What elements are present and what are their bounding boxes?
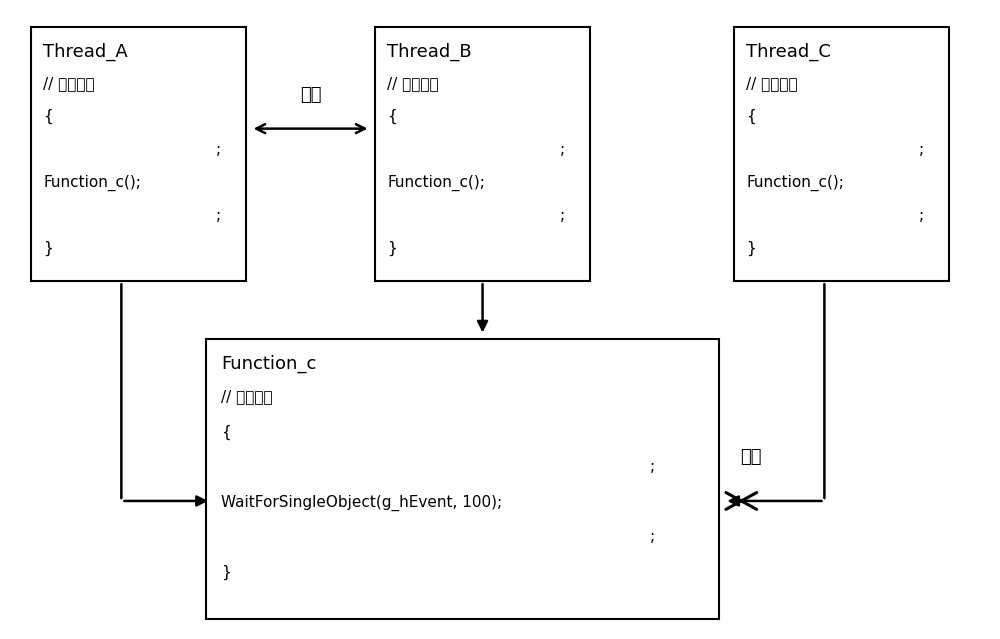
- Text: Function_c();: Function_c();: [43, 175, 141, 191]
- Text: Thread_B: Thread_B: [387, 43, 472, 61]
- Bar: [31, 27, 246, 281]
- Text: ;: ;: [650, 530, 655, 544]
- Text: {: {: [221, 424, 231, 440]
- Text: 调用: 调用: [741, 448, 762, 466]
- Text: {: {: [387, 109, 397, 124]
- Text: ;: ;: [560, 142, 565, 157]
- Text: ;: ;: [919, 208, 924, 223]
- Text: }: }: [746, 242, 756, 256]
- Text: // 线程内部: // 线程内部: [387, 76, 439, 91]
- Text: // 函数内部: // 函数内部: [221, 390, 272, 404]
- Text: ;: ;: [560, 208, 565, 223]
- Text: {: {: [746, 109, 756, 124]
- Bar: [734, 27, 949, 281]
- Text: ;: ;: [919, 142, 924, 157]
- Text: // 线程内部: // 线程内部: [746, 76, 798, 91]
- Text: Function_c();: Function_c();: [387, 175, 485, 191]
- Text: 互斥: 互斥: [300, 86, 321, 104]
- Text: ;: ;: [216, 208, 221, 223]
- Text: }: }: [221, 564, 231, 580]
- Text: {: {: [43, 109, 53, 124]
- Text: }: }: [43, 242, 53, 256]
- Text: ;: ;: [216, 142, 221, 157]
- Bar: [206, 339, 719, 619]
- Text: WaitForSingleObject(g_hEvent, 100);: WaitForSingleObject(g_hEvent, 100);: [221, 495, 502, 511]
- Text: Function_c();: Function_c();: [746, 175, 844, 191]
- Text: Thread_C: Thread_C: [746, 43, 831, 61]
- Text: Thread_A: Thread_A: [43, 43, 128, 61]
- Text: // 线程内部: // 线程内部: [43, 76, 95, 91]
- Text: }: }: [387, 242, 397, 256]
- Text: ;: ;: [650, 459, 655, 475]
- Text: Function_c: Function_c: [221, 355, 316, 373]
- Bar: [375, 27, 590, 281]
